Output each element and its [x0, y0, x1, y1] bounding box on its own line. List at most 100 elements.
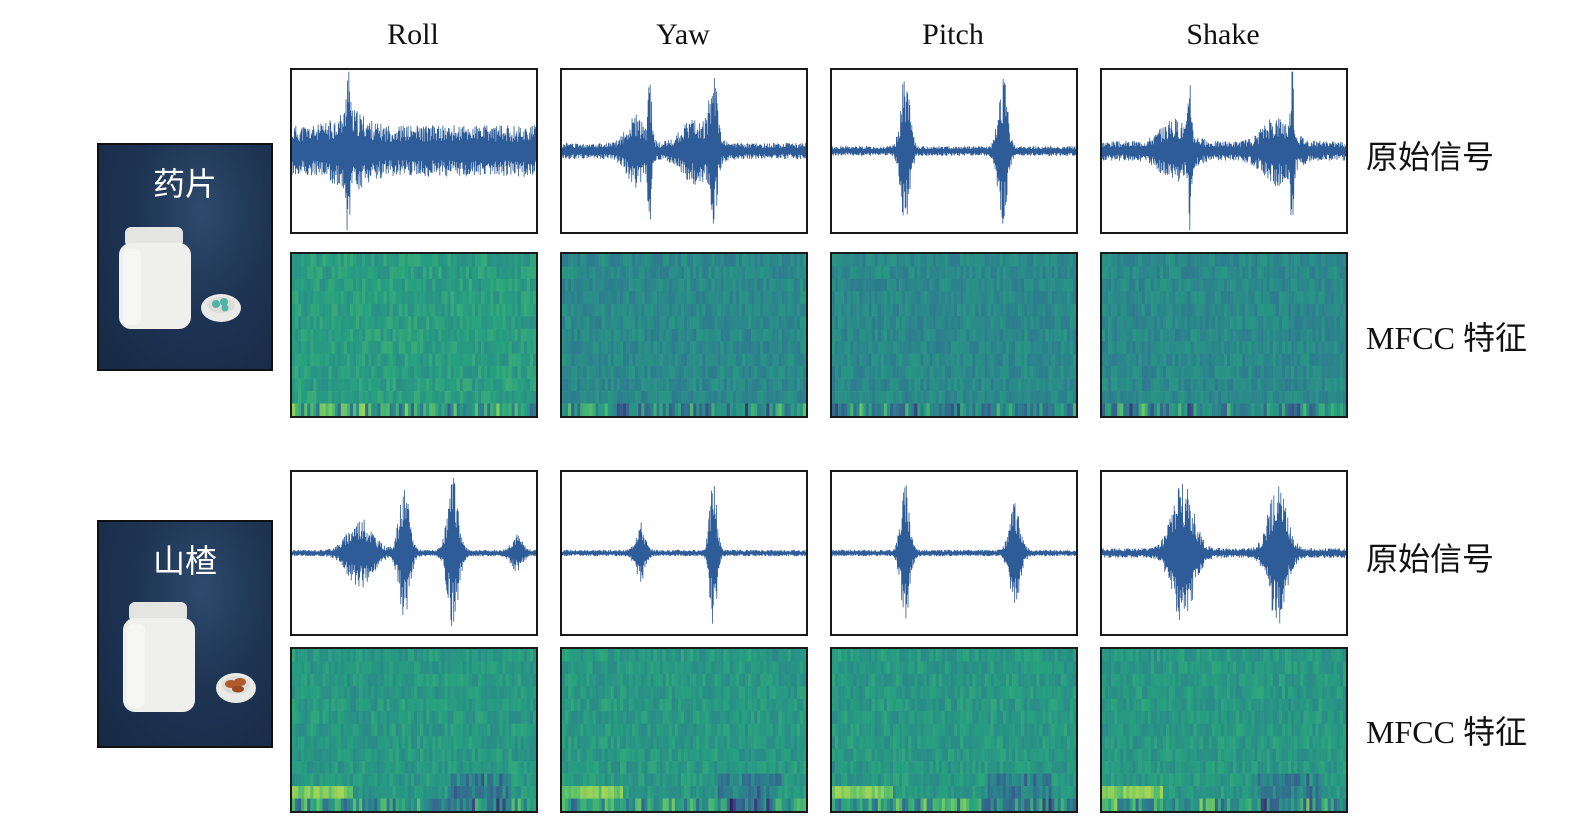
mfcc-cell [757, 266, 761, 280]
mfcc-cell [835, 328, 839, 342]
mfcc-cell [708, 391, 712, 404]
mfcc-cell [362, 291, 366, 305]
mfcc-cell [1156, 353, 1161, 367]
mfcc-cell [1144, 366, 1149, 379]
mfcc-cell [1048, 328, 1052, 342]
mfcc-cell [656, 254, 660, 267]
mfcc-cell [1199, 316, 1203, 330]
mfcc-cell [444, 303, 448, 317]
mfcc-cell [429, 711, 433, 725]
mfcc-cell [981, 353, 985, 367]
mfcc-cell [616, 316, 621, 330]
mfcc-cell [395, 266, 400, 280]
mfcc-cell [420, 316, 424, 330]
mfcc-cell [613, 316, 618, 330]
mfcc-cell [589, 266, 593, 280]
mfcc-cell [368, 366, 372, 379]
mfcc-cell [301, 303, 305, 317]
mfcc-cell [386, 278, 390, 292]
mfcc-cell [493, 316, 497, 330]
mfcc-cell [1297, 278, 1301, 292]
mfcc-cell [362, 686, 366, 700]
mfcc-cell [517, 673, 522, 687]
mfcc-cell [1208, 316, 1213, 330]
mfcc-cell [414, 698, 418, 712]
mfcc-cell [362, 391, 366, 404]
mfcc-cell [604, 328, 609, 342]
mfcc-cell [766, 266, 770, 280]
mfcc-cell [766, 341, 770, 354]
mfcc-cell [778, 378, 782, 392]
mfcc-cell [899, 254, 903, 267]
mfcc-cell [677, 366, 682, 379]
mfcc-cell [905, 378, 909, 392]
mfcc-cell [1166, 378, 1170, 392]
mfcc-cell [595, 316, 599, 330]
mfcc-cell [1057, 316, 1062, 330]
mfcc-cell [447, 748, 451, 762]
mfcc-cell [420, 291, 424, 305]
mfcc-cell [481, 698, 485, 712]
mfcc-cell [523, 366, 528, 379]
mfcc-cell [462, 291, 467, 305]
mfcc-cell [1297, 366, 1301, 379]
mfcc-cell [877, 353, 882, 367]
mfcc-cell [404, 378, 409, 392]
mfcc-cell [1281, 266, 1286, 280]
mfcc-cell [301, 328, 305, 342]
mfcc-cell [720, 403, 724, 416]
mfcc-cell [908, 303, 912, 317]
mfcc-cell [574, 403, 578, 416]
mfcc-cell [532, 403, 536, 416]
mfcc-cell [1008, 328, 1013, 342]
mfcc-cell [914, 303, 918, 317]
mfcc-cell [883, 254, 888, 267]
mfcc-cell [1269, 291, 1274, 305]
mfcc-cell [523, 711, 528, 725]
mfcc-cell [383, 316, 387, 330]
mfcc-cell [562, 303, 566, 317]
mfcc-cell [313, 328, 317, 342]
mfcc-cell [1208, 266, 1213, 280]
mfcc-cell [656, 303, 660, 317]
mfcc-cell [343, 316, 348, 330]
mfcc-cell [325, 378, 329, 392]
mfcc-cell [1051, 353, 1055, 367]
mfcc-cell [490, 711, 494, 725]
mfcc-cell [517, 391, 522, 404]
mfcc-cell [1333, 353, 1338, 367]
mfcc-cell [1217, 291, 1222, 305]
mfcc-cell [383, 748, 387, 762]
mfcc-cell [1024, 278, 1028, 292]
mfcc-cell [526, 661, 531, 675]
mfcc-cell [1193, 341, 1197, 354]
mfcc-panel-tablets-shake [1100, 252, 1348, 418]
mfcc-cell [1330, 291, 1335, 305]
mfcc-cell [699, 254, 703, 267]
mfcc-cell [787, 303, 792, 317]
mfcc-cell [1163, 254, 1167, 267]
mfcc-cell [316, 391, 320, 404]
mfcc-cell [796, 254, 801, 267]
mfcc-cell [1036, 366, 1040, 379]
mfcc-cell [1217, 341, 1222, 354]
mfcc-cell [325, 303, 329, 317]
mfcc-cell [410, 736, 415, 749]
mfcc-cell [407, 649, 412, 662]
mfcc-cell [595, 403, 599, 416]
mfcc-cell [301, 316, 305, 330]
mfcc-cell [435, 673, 439, 687]
mfcc-cell [1008, 254, 1013, 267]
mfcc-cell [468, 291, 473, 305]
mfcc-cell [435, 698, 439, 712]
mfcc-cell [963, 391, 967, 404]
mfcc-cell [1294, 328, 1298, 342]
mfcc-cell [423, 698, 427, 712]
mfcc-cell [532, 341, 536, 354]
mfcc-cell [1251, 366, 1255, 379]
mfcc-cell [889, 291, 894, 305]
mfcc-cell [1303, 366, 1307, 379]
mfcc-cell [793, 291, 798, 305]
mfcc-cell [644, 291, 648, 305]
mfcc-cell [975, 328, 979, 342]
